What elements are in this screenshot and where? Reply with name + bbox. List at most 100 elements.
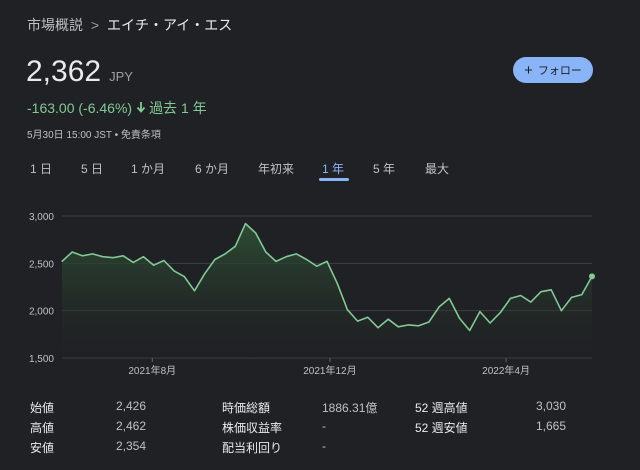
data-point [193, 290, 196, 292]
data-point [469, 329, 471, 332]
change-value: -163.00 (-6.46%) [27, 100, 133, 116]
breadcrumb-separator: > [90, 17, 100, 33]
price-area-fill [62, 223, 592, 358]
x-tick-label: 2021年12月 [303, 364, 356, 377]
data-point [224, 253, 226, 255]
price-row: 2,362 JPY [26, 55, 133, 89]
data-point [560, 310, 563, 312]
plus-icon: + [524, 61, 533, 79]
data-point [407, 324, 410, 326]
y-tick-label: 3,000 [29, 212, 54, 223]
data-point [448, 297, 450, 299]
data-point [153, 264, 155, 266]
price-change: -163.00 (-6.46%) 過去 1 年 [27, 98, 207, 118]
tab-5y[interactable]: 5 年 [373, 162, 396, 176]
data-point [285, 256, 287, 258]
price-chart[interactable]: 3,000 2,500 2,000 1,500 2021年8月 2021年12月 2022年… [0, 196, 640, 388]
stat-52w-high-label: 52 週高値 [415, 401, 468, 415]
tab-max[interactable]: 最大 [425, 162, 450, 176]
data-point [81, 255, 83, 257]
data-point [428, 321, 430, 323]
change-period: 過去 1 年 [149, 100, 207, 116]
y-tick-label: 1,500 [29, 354, 54, 365]
data-point [356, 320, 359, 322]
breadcrumb-current: エイチ・アイ・エス [106, 17, 233, 33]
data-point [509, 297, 512, 299]
data-point [520, 294, 522, 297]
data-point [336, 282, 338, 284]
data-point [102, 256, 104, 258]
range-tabs: 1 日 5 日 1 か月 6 か月 年初来 1 年 5 年 最大 [0, 154, 640, 184]
selected-tab-indicator [319, 178, 349, 181]
data-point [540, 291, 542, 293]
data-point [122, 255, 124, 257]
data-point [61, 260, 63, 263]
stat-52w-high-value: 3,030 [536, 399, 567, 413]
data-point [255, 232, 257, 234]
tab-1m[interactable]: 1 か月 [131, 162, 166, 176]
data-point [489, 322, 491, 324]
stat-open-value: 2,426 [116, 399, 147, 413]
stat-dividend-value: - [322, 439, 326, 453]
timestamp-disclaimer[interactable]: 5月30日 15:00 JST • 免責条項 [27, 130, 161, 141]
data-point [571, 296, 573, 299]
breadcrumb: 市場概説 > エイチ・アイ・エス [27, 15, 232, 35]
breadcrumb-parent-link[interactable]: 市場概説 [27, 17, 83, 33]
stat-52w-low-label: 52 週安値 [415, 421, 468, 435]
data-point [550, 289, 552, 291]
stat-open-label: 始値 [30, 401, 55, 415]
data-point [316, 265, 318, 267]
stat-52w-low-value: 1,665 [536, 419, 567, 433]
y-tick-label: 2,500 [29, 259, 54, 270]
data-point [387, 318, 389, 320]
stat-low-value: 2,354 [116, 439, 147, 453]
data-point [214, 258, 216, 261]
x-tick-label: 2022年4月 [482, 364, 530, 377]
data-point [438, 306, 440, 308]
stat-low-label: 安値 [30, 441, 55, 455]
follow-button-label: フォロー [537, 65, 582, 77]
data-point [204, 273, 206, 275]
data-point [91, 253, 94, 255]
data-point [530, 301, 532, 303]
stats-table: 始値 2,426 高値 2,462 安値 2,354 時価総額 1886.31億… [0, 392, 640, 462]
follow-button[interactable]: + フォロー [513, 57, 593, 83]
data-point [397, 326, 399, 328]
stat-pe-value: - [322, 419, 326, 433]
data-point [244, 222, 247, 225]
tab-1d[interactable]: 1 日 [30, 162, 53, 176]
down-arrow-icon [136, 101, 146, 116]
tab-6m[interactable]: 6 か月 [195, 162, 230, 176]
data-point [234, 245, 236, 247]
data-point [499, 311, 501, 314]
stat-market-cap-value: 1886.31億 [322, 401, 378, 415]
data-point [295, 253, 298, 255]
tab-1y[interactable]: 1 年 [322, 162, 345, 176]
tab-5d[interactable]: 5 日 [81, 162, 104, 176]
data-point [173, 270, 175, 272]
data-point [326, 260, 328, 263]
tab-ytd[interactable]: 年初来 [258, 162, 295, 176]
data-point [306, 258, 308, 261]
data-point [265, 251, 267, 253]
data-point [275, 260, 277, 263]
data-point [71, 251, 73, 253]
data-point [479, 311, 481, 313]
data-point [346, 309, 348, 311]
stat-market-cap-label: 時価総額 [222, 401, 271, 415]
stat-pe-label: 株価収益率 [222, 421, 283, 435]
x-tick-label: 2021年8月 [128, 364, 176, 377]
stat-high-value: 2,462 [116, 419, 147, 433]
currency-code: JPY [109, 69, 133, 84]
current-price: 2,362 [26, 55, 102, 88]
data-point [418, 325, 420, 327]
data-point [112, 257, 114, 259]
data-point [183, 275, 185, 278]
data-point [367, 316, 369, 318]
stat-high-label: 高値 [30, 421, 55, 435]
data-point [163, 259, 165, 262]
last-price-marker [589, 273, 595, 280]
y-tick-label: 2,000 [29, 307, 54, 318]
data-point [581, 293, 583, 296]
data-point [132, 261, 134, 263]
